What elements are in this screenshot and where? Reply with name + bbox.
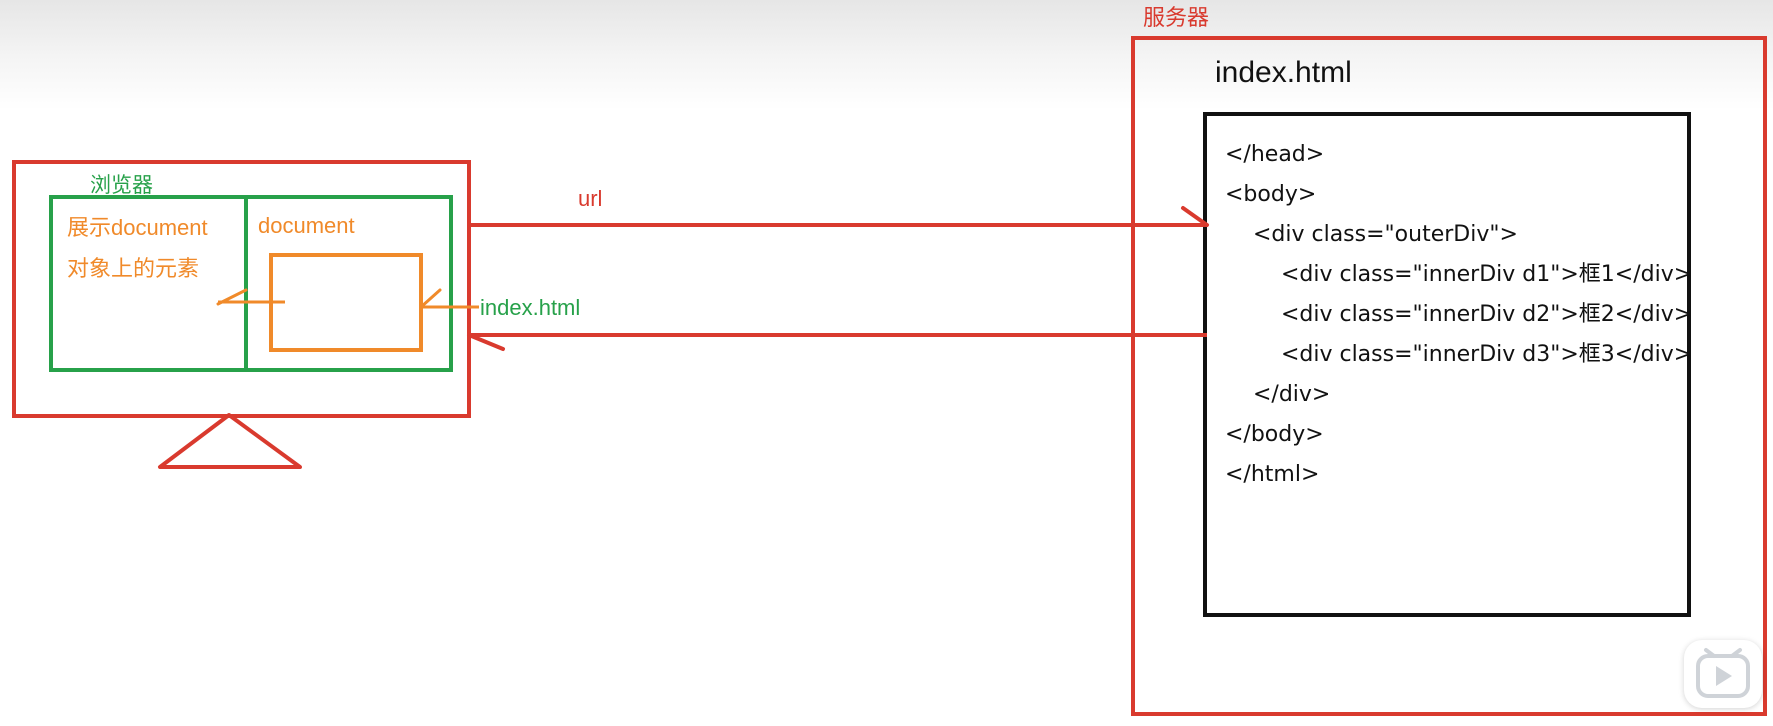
- code-line: </body>: [1225, 422, 1324, 447]
- play-icon: [1696, 648, 1750, 698]
- display-text-line1: 展示document: [67, 215, 208, 240]
- orange-arrow-in-head: [419, 288, 442, 309]
- monitor-stand: [158, 413, 302, 469]
- browser-frame: [49, 195, 453, 372]
- document-box: [269, 253, 423, 352]
- response-arrow-head: [467, 333, 505, 351]
- request-arrow-head: [1181, 206, 1209, 227]
- document-label: document: [258, 213, 355, 238]
- response-label: index.html: [480, 295, 581, 320]
- code-line: <div class="innerDiv d2">框2</div>: [1225, 302, 1693, 327]
- code-line: </div>: [1225, 382, 1331, 407]
- server-label: 服务器: [1143, 5, 1210, 30]
- display-text-line2: 对象上的元素: [67, 256, 200, 281]
- code-listing: </head> <body> <div class="outerDiv"> <d…: [1225, 135, 1692, 495]
- code-line: <div class="outerDiv">: [1225, 222, 1518, 247]
- code-line: <div class="innerDiv d3">框3</div>: [1225, 342, 1693, 367]
- server-box: [1131, 36, 1767, 716]
- file-frame: [1203, 112, 1691, 617]
- code-line: <body>: [1225, 182, 1317, 207]
- top-shade: [0, 0, 1773, 110]
- code-line: </head>: [1225, 142, 1325, 167]
- code-line: </html>: [1225, 462, 1320, 487]
- request-label: url: [578, 186, 603, 211]
- play-button[interactable]: [1684, 640, 1762, 708]
- file-title: index.html: [1215, 56, 1352, 89]
- orange-arrow-out-head: [216, 288, 248, 306]
- browser-label: 浏览器: [90, 174, 153, 197]
- monitor-screen: [12, 160, 471, 418]
- code-line: <div class="innerDiv d1">框1</div>: [1225, 262, 1693, 287]
